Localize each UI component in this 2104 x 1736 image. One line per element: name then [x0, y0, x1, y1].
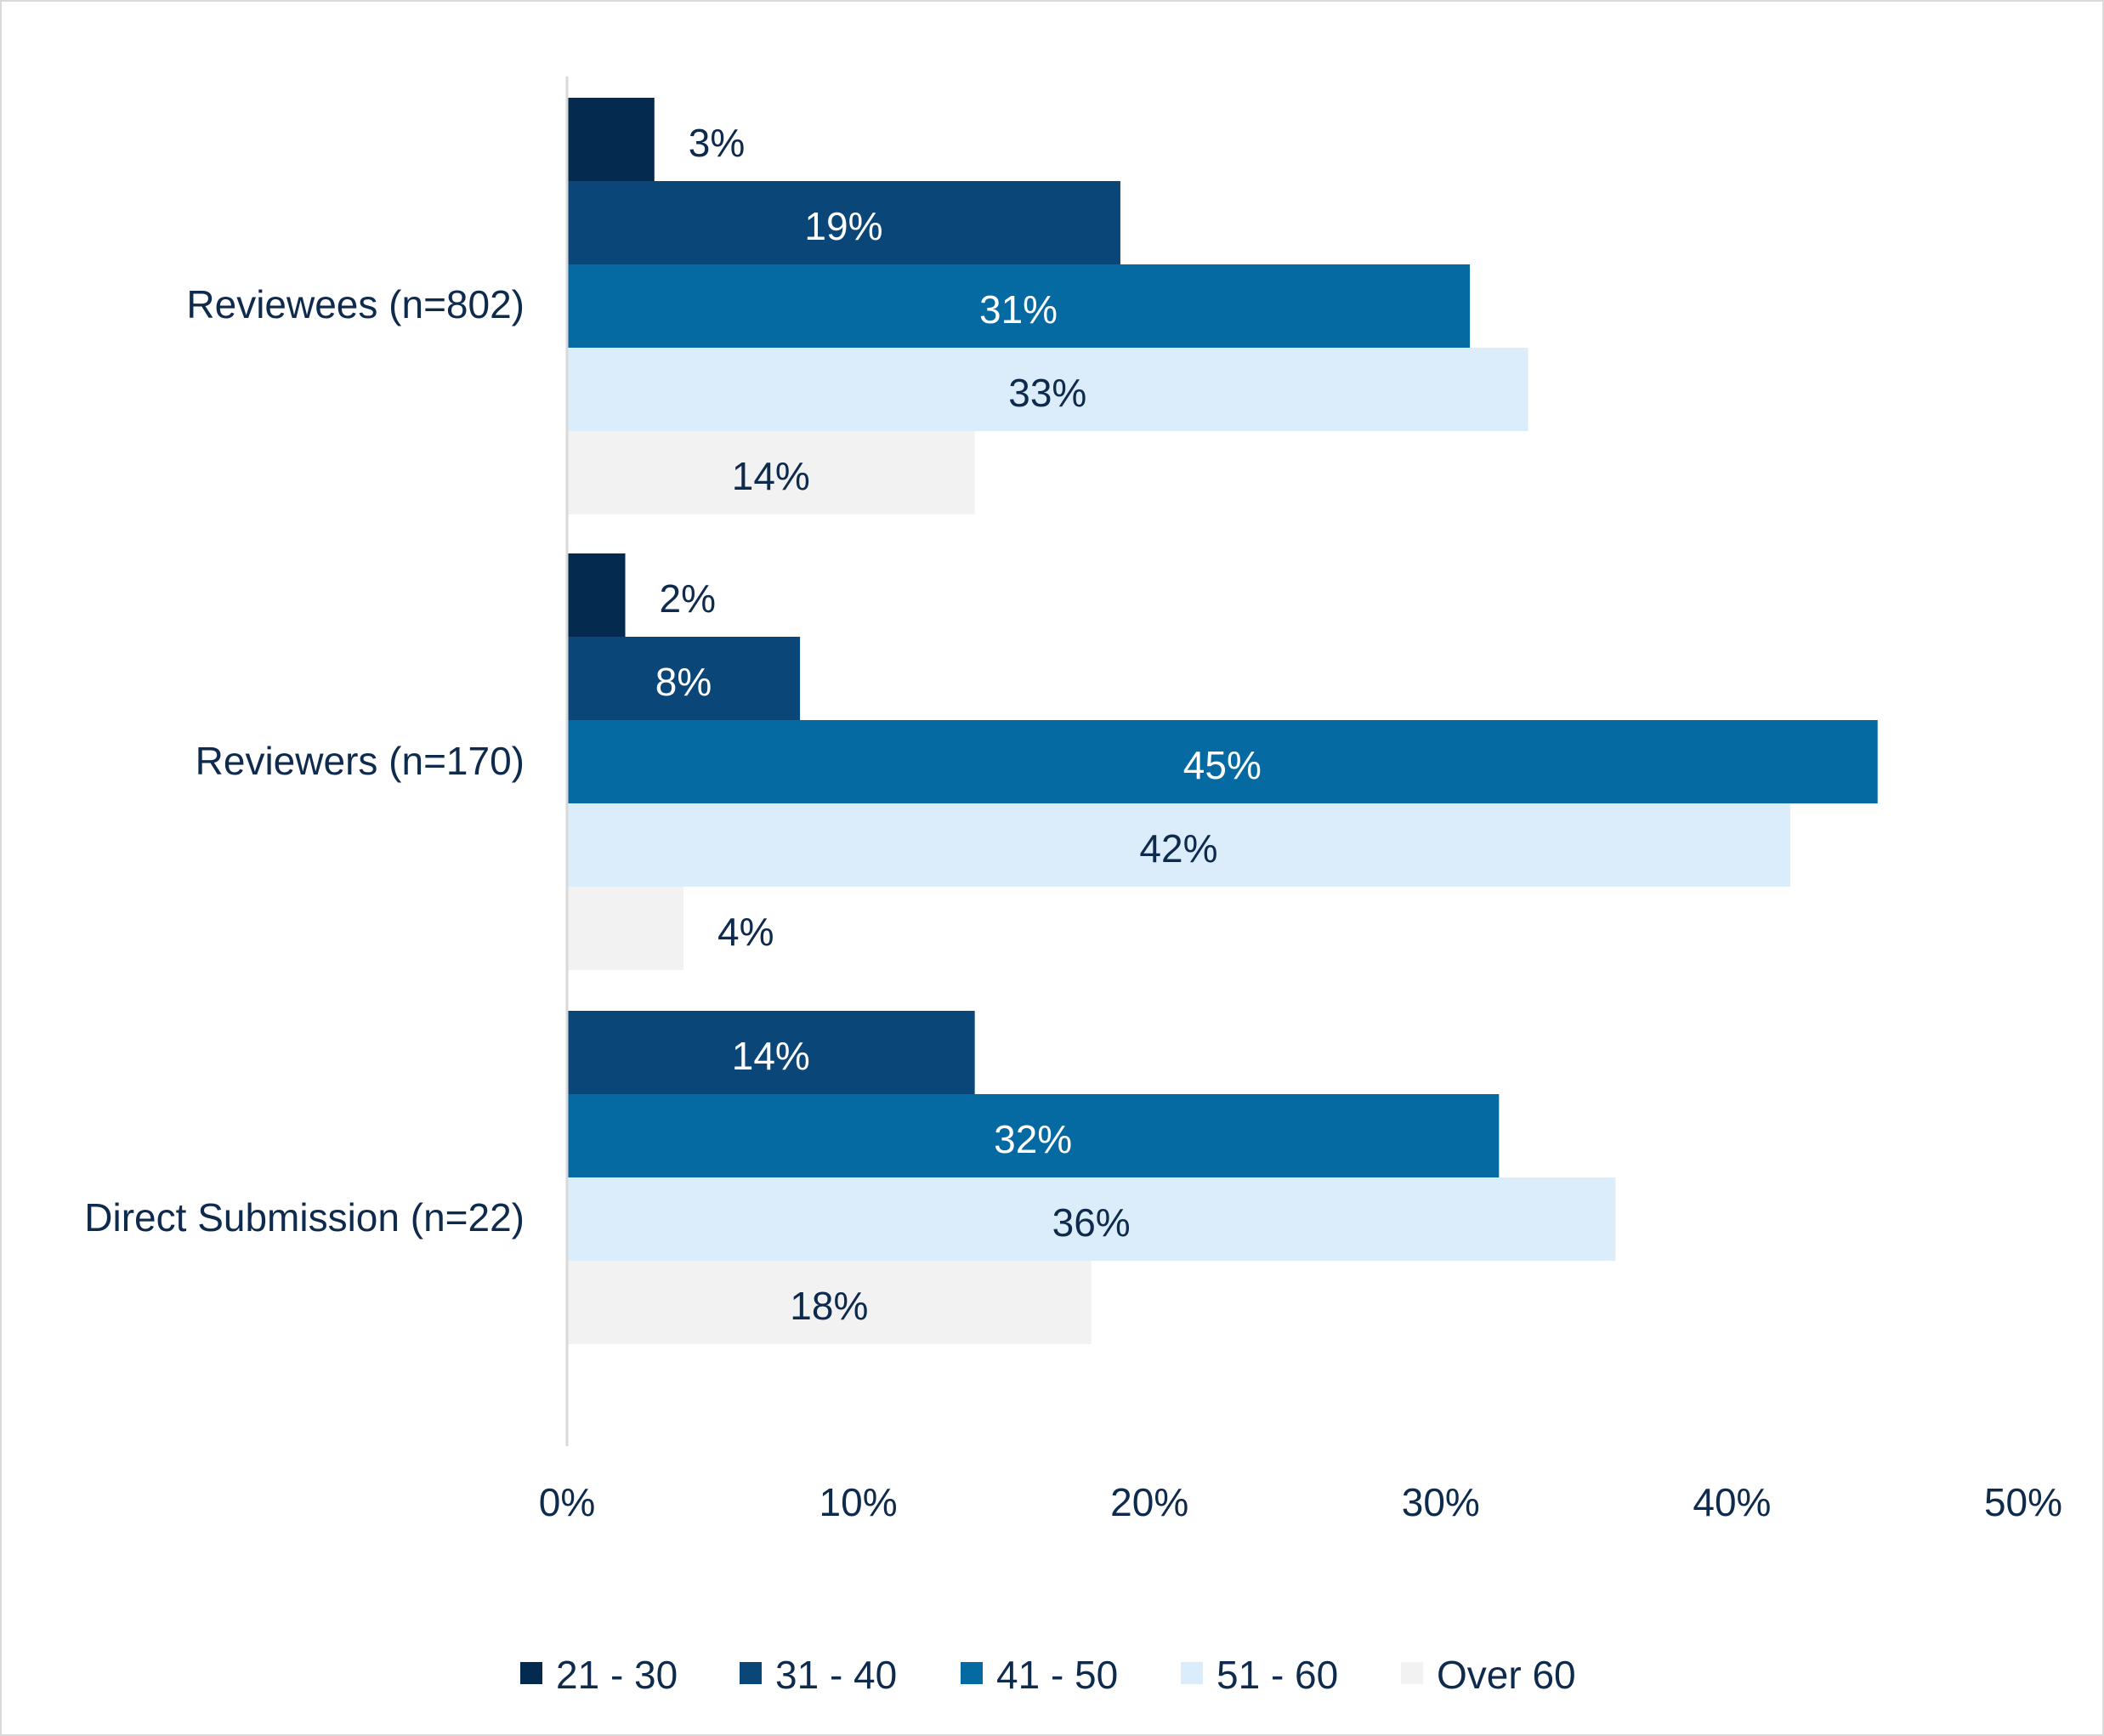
legend-label-5: Over 60: [1437, 1653, 1576, 1697]
data-label-1-2: 19%: [804, 204, 882, 248]
legend-label-2: 31 - 40: [775, 1653, 897, 1697]
data-label-3-5: 18%: [790, 1284, 868, 1328]
bar-2-series-2: [567, 637, 801, 720]
data-label-1-4: 33%: [1008, 371, 1086, 415]
legend-label-3: 41 - 50: [996, 1653, 1118, 1697]
category-label-3: Direct Submission (n=22): [84, 1195, 525, 1240]
data-label-3-4: 36%: [1052, 1200, 1131, 1245]
legend-swatch-3: [961, 1662, 983, 1684]
x-tick-label-2: 10%: [819, 1480, 898, 1524]
data-label-3-2: 14%: [732, 1034, 810, 1078]
x-tick-label-3: 20%: [1110, 1480, 1188, 1524]
data-label-2-2: 8%: [655, 660, 712, 704]
legend-swatch-4: [1181, 1662, 1203, 1684]
data-label-2-1: 2%: [660, 576, 716, 621]
category-label-2: Reviewers (n=170): [196, 739, 525, 783]
data-label-1-5: 14%: [732, 454, 810, 498]
bar-2-series-3: [567, 720, 1878, 803]
bar-3-series-4: [567, 1177, 1616, 1261]
data-label-2-3: 45%: [1183, 743, 1262, 787]
bar-1-series-4: [567, 348, 1528, 431]
bar-2-series-5: [567, 887, 684, 970]
bar-2-series-1: [567, 553, 626, 637]
bar-3-series-3: [567, 1094, 1500, 1177]
data-label-2-5: 4%: [717, 910, 774, 954]
bar-3-series-5: [567, 1261, 1092, 1344]
data-label-2-4: 42%: [1139, 826, 1217, 871]
data-label-1-3: 31%: [979, 287, 1058, 332]
bar-2-series-4: [567, 803, 1790, 887]
x-tick-label-5: 40%: [1693, 1480, 1771, 1524]
bar-3-series-2: [567, 1011, 975, 1094]
x-tick-label-1: 0%: [539, 1480, 595, 1524]
bar-1-series-3: [567, 264, 1471, 348]
legend-swatch-5: [1401, 1662, 1423, 1684]
bar-1-series-5: [567, 431, 975, 514]
x-tick-label-6: 50%: [1984, 1480, 2062, 1524]
legend-swatch-1: [520, 1662, 542, 1684]
legend-label-1: 21 - 30: [556, 1653, 678, 1697]
data-label-3-3: 32%: [994, 1117, 1072, 1161]
legend-label-4: 51 - 60: [1216, 1653, 1338, 1697]
bar-1-series-1: [567, 98, 655, 181]
category-label-1: Reviewees (n=802): [186, 282, 525, 326]
x-tick-label-4: 30%: [1402, 1480, 1480, 1524]
data-label-1-1: 3%: [689, 121, 745, 165]
bar-1-series-2: [567, 181, 1120, 264]
legend-swatch-2: [740, 1662, 762, 1684]
